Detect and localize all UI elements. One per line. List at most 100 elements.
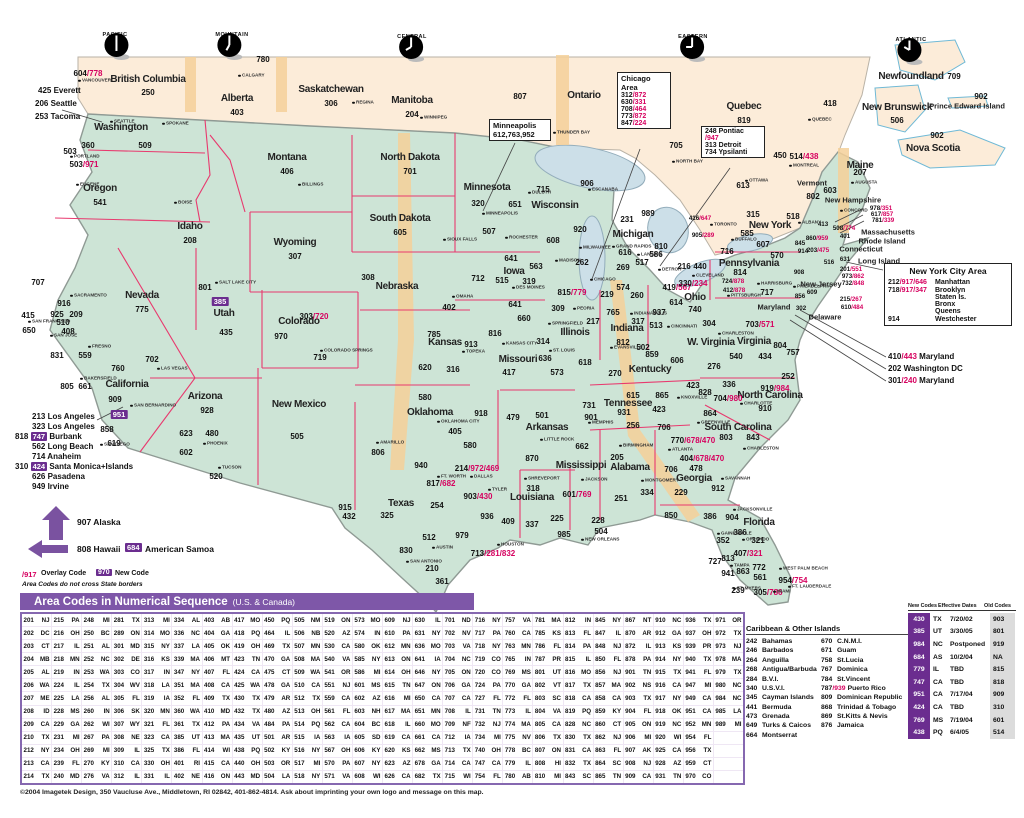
state-label: Kentucky xyxy=(628,364,672,375)
old-code-cell: NA xyxy=(990,650,1015,664)
area-code-label: 719 xyxy=(313,353,327,362)
area-code-label: 413 xyxy=(817,220,829,228)
table-cell: 580 OK xyxy=(352,640,382,653)
area-code-label: 317 xyxy=(631,317,645,326)
area-code-label: 814 xyxy=(733,268,747,277)
table-cell: 714 CA xyxy=(443,757,473,770)
area-code-label: 254 xyxy=(430,501,444,510)
area-code-label: 306 xyxy=(324,99,338,108)
table-cell: 567 OH xyxy=(322,744,352,757)
table-cell: 203 CT xyxy=(22,640,52,653)
table-cell: 504 LA xyxy=(262,770,292,783)
table-cell: 224 IL xyxy=(52,679,82,692)
area-code-label: 207 xyxy=(853,168,867,177)
area-code-label: 973/862 xyxy=(841,272,865,280)
city-label: ROCHESTER xyxy=(505,235,538,241)
old-code-cell: 310 xyxy=(990,701,1015,714)
table-cell: 831 CA xyxy=(563,744,593,757)
area-code-label: 478 xyxy=(689,464,703,473)
table-cell: 858 CA xyxy=(593,692,623,705)
city-label: SAN JOSE xyxy=(50,333,77,339)
area-code-label: 978/351 xyxy=(869,204,893,212)
table-cell: 940 TX xyxy=(683,653,713,666)
area-code-label: 707 xyxy=(31,278,45,287)
table-cell: 319 IA xyxy=(142,692,172,705)
table-cell: 469 TX xyxy=(262,640,292,653)
city-label: LITTLE ROCK xyxy=(540,437,574,443)
table-cell: 959 CT xyxy=(683,757,713,770)
table-cell: 309 IL xyxy=(112,744,142,757)
new-code-date: 6/4/05 xyxy=(950,729,969,737)
table-cell: 570 PA xyxy=(322,757,352,770)
table-cell: 403 AB xyxy=(202,614,232,627)
area-code-label: 810 xyxy=(654,242,668,251)
detroit-row: 248 Pontiac xyxy=(705,128,744,135)
area-code-label: 403 xyxy=(230,108,244,117)
area-code-label: 607 xyxy=(756,240,770,249)
area-code-label: 740 xyxy=(688,305,702,314)
area-code-label: 205 xyxy=(610,453,624,462)
state-label: North Carolina xyxy=(737,390,803,401)
table-cell: 713 TX xyxy=(443,744,473,757)
nyc-row: 718/917/347 Brooklyn Staten Is. Bronx Queens xyxy=(888,287,1008,315)
table-cell: 636 MO xyxy=(413,640,443,653)
area-code-label: 507 xyxy=(482,227,496,236)
area-code-label: 225 xyxy=(550,514,564,523)
table-cell: 306 SK xyxy=(112,705,142,718)
table-cell: 408 CA xyxy=(202,679,232,692)
code-listing: 213 Los Angeles xyxy=(32,412,95,421)
table-cell: 608 WI xyxy=(352,770,382,783)
table-cell: 917 NY xyxy=(653,692,683,705)
table-cell: 646 NY xyxy=(413,666,443,679)
chicago-code: 312/872 xyxy=(621,92,647,99)
table-cell: 970 CO xyxy=(683,770,713,783)
area-code-label: 910 xyxy=(758,404,772,413)
new-code-cell: 424 xyxy=(908,701,930,714)
table-cell: 706 GA xyxy=(443,679,473,692)
table-cell: 313 MI xyxy=(142,614,172,627)
area-code-label: 713/281/832 xyxy=(470,549,516,558)
caribbean-entry: 242 Bahamas xyxy=(746,638,793,645)
area-code-label: 209 xyxy=(69,310,83,319)
table-cell: 619 CA xyxy=(383,731,413,744)
table-cell: 401 RI xyxy=(172,757,202,770)
area-code-label: 512 xyxy=(422,533,436,542)
table-cell: 360 WA xyxy=(172,705,202,718)
table-cell: 347 NY xyxy=(172,666,202,679)
city-label: SIOUX FALLS xyxy=(443,237,477,243)
state-label: Massachusetts xyxy=(861,227,915,237)
new-code-cell: 951 xyxy=(908,688,930,702)
table-cell: 828 NC xyxy=(563,718,593,731)
area-code-label: 706 xyxy=(664,465,678,474)
table-cell: 747 CA xyxy=(473,757,503,770)
new-codes-table: New Codes Effective Dates Old Codes 430 T… xyxy=(908,603,1016,739)
area-code-label: 970 xyxy=(274,332,288,341)
table-cell: 857 MA xyxy=(593,679,623,692)
area-code-label: 641 xyxy=(508,300,522,309)
table-cell: 206 WA xyxy=(22,679,52,692)
table-cell: 903 TX xyxy=(623,692,653,705)
callout-chicago: Chicago Area 312/872 630/331 708/464 773/872… xyxy=(617,72,671,129)
table-cell: 650 CA xyxy=(413,692,443,705)
city-label: CHARLESTON xyxy=(743,446,779,452)
leader-lines xyxy=(61,109,887,421)
area-code-label: 503/971 xyxy=(69,160,99,169)
table-cell: 941 FL xyxy=(683,666,713,679)
table-cell: 847 IL xyxy=(593,627,623,640)
area-code-label: 802 xyxy=(806,192,820,201)
area-code-label: 419/567 xyxy=(662,283,692,292)
city-label: BOISE xyxy=(174,200,192,206)
table-cell: 814 PA xyxy=(563,640,593,653)
area-code-label: 304 xyxy=(702,319,716,328)
table-cell: 775 NV xyxy=(503,731,533,744)
new-code-cell: 385 xyxy=(908,625,930,639)
area-code-label: 616 xyxy=(618,248,632,257)
table-cell: 352 FL xyxy=(172,692,202,705)
area-code-label: 250 xyxy=(141,88,155,97)
state-label: North Dakota xyxy=(380,152,440,163)
table-cell: 701 ND xyxy=(443,614,473,627)
table-cell: 863 FL xyxy=(593,744,623,757)
area-code-label: 904 xyxy=(725,513,739,522)
state-label: Maine xyxy=(846,160,874,171)
